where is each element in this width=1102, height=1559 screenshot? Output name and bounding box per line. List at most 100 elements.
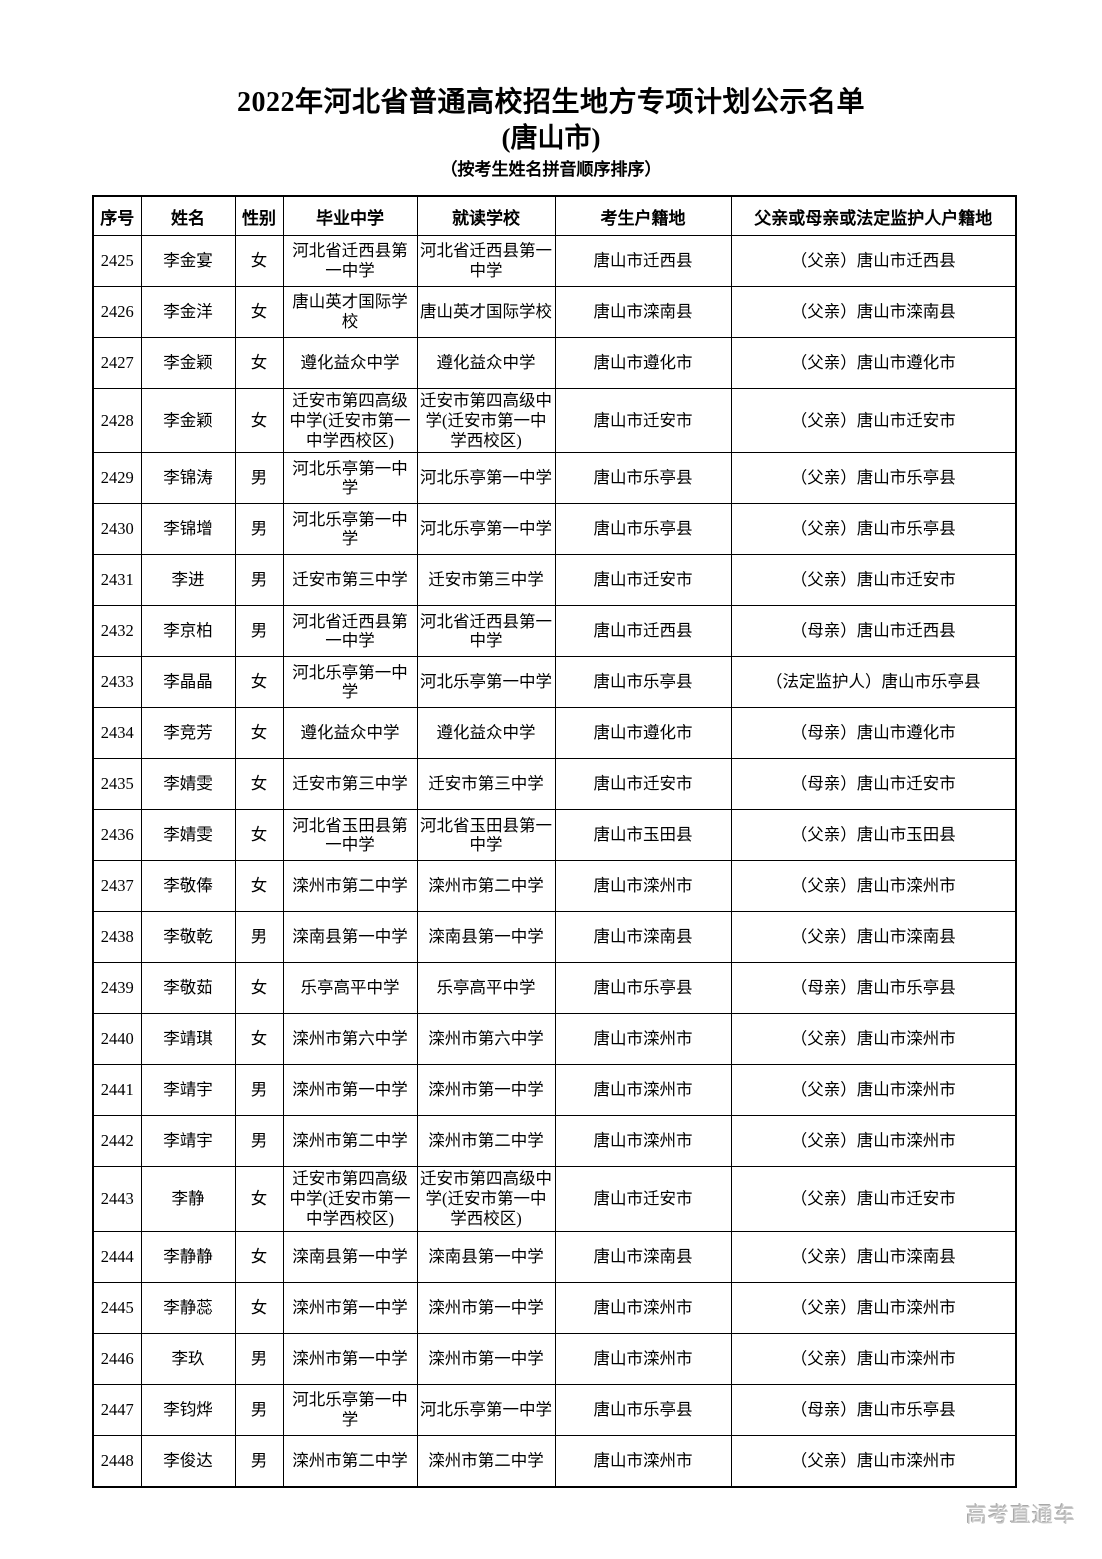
cell-no: 2427	[92, 337, 142, 389]
table-row: 2439 李敬茹女乐亭高平中学 乐亭高平中学 唐山市乐亭县 （母亲）唐山市乐亭县	[92, 962, 1017, 1015]
cell-no: 2434	[92, 707, 142, 760]
cell-candidate_residence: 唐山市滦南县	[554, 911, 732, 964]
cell-attending_school: 滦州市第二中学	[416, 1434, 556, 1488]
cell-no: 2433	[92, 656, 142, 709]
table-row: 2430 李锦增男河北乐亭第一中学 河北乐亭第一中学 唐山市乐亭县 （父亲）唐山市乐亭县	[92, 503, 1017, 556]
cell-guardian_residence: （母亲）唐山市乐亭县	[730, 962, 1017, 1015]
cell-name: 李静静	[140, 1230, 236, 1283]
cell-name: 李玖	[140, 1332, 236, 1385]
cell-attending_school: 河北乐亭第一中学	[416, 452, 556, 505]
cell-candidate_residence: 唐山市滦南县	[554, 1230, 732, 1283]
cell-name: 李靖宇	[140, 1064, 236, 1117]
cell-attending_school: 滦州市第二中学	[416, 860, 556, 913]
cell-no: 2428	[92, 387, 142, 454]
cell-candidate_residence: 唐山市乐亭县	[554, 452, 732, 505]
cell-attending_school: 遵化益众中学	[416, 707, 556, 760]
sort-order-note: （按考生姓名拼音顺序排序）	[440, 160, 662, 180]
cell-gender: 女	[234, 1230, 284, 1283]
table-row: 2440 李靖琪女滦州市第六中学 滦州市第六中学 唐山市滦州市 （父亲）唐山市滦州市	[92, 1013, 1017, 1066]
cell-guardian_residence: （父亲）唐山市滦州市	[730, 1115, 1017, 1168]
cell-candidate_residence: 唐山市滦州市	[554, 1332, 732, 1385]
cell-guardian_residence: （母亲）唐山市乐亭县	[730, 1383, 1017, 1436]
cell-no: 2447	[92, 1383, 142, 1436]
cell-graduation_school: 滦州市第一中学	[282, 1281, 418, 1334]
table-row: 2447 李钧烨男河北乐亭第一中学 河北乐亭第一中学 唐山市乐亭县 （母亲）唐山市乐亭县	[92, 1383, 1017, 1436]
cell-guardian_residence: （法定监护人）唐山市乐亭县	[730, 656, 1017, 709]
cell-graduation_school: 迁安市第四高级中学(迁安市第一中学西校区)	[282, 387, 418, 454]
table-row: 2444 李静静女滦南县第一中学 滦南县第一中学 唐山市滦南县 （父亲）唐山市滦南县	[92, 1230, 1017, 1283]
cell-candidate_residence: 唐山市迁西县	[554, 235, 732, 287]
cell-no: 2436	[92, 809, 142, 862]
cell-gender: 女	[234, 809, 284, 862]
cell-no: 2426	[92, 286, 142, 338]
cell-graduation_school: 迁安市第三中学	[282, 758, 418, 811]
cell-candidate_residence: 唐山市迁安市	[554, 554, 732, 607]
cell-gender: 女	[234, 962, 284, 1015]
cell-attending_school: 河北省迁西县第一中学	[416, 235, 556, 287]
table-row: 2438 李敬乾男滦南县第一中学 滦南县第一中学 唐山市滦南县 （父亲）唐山市滦南县	[92, 911, 1017, 964]
cell-guardian_residence: （父亲）唐山市迁安市	[730, 387, 1017, 454]
cell-no: 2440	[92, 1013, 142, 1066]
cell-graduation_school: 河北省迁西县第一中学	[282, 605, 418, 658]
column-header-gender: 性别	[234, 195, 284, 236]
cell-attending_school: 乐亭高平中学	[416, 962, 556, 1015]
cell-attending_school: 河北省迁西县第一中学	[416, 605, 556, 658]
cell-name: 李敬乾	[140, 911, 236, 964]
table-row: 2445 李静蕊女滦州市第一中学 滦州市第一中学 唐山市滦州市 （父亲）唐山市滦州市	[92, 1281, 1017, 1334]
cell-attending_school: 迁安市第四高级中学(迁安市第一中学西校区)	[416, 387, 556, 454]
table-row: 2428 李金颖女迁安市第四高级中学(迁安市第一中学西校区) 迁安市第四高级中学(迁…	[92, 387, 1017, 454]
cell-candidate_residence: 唐山市乐亭县	[554, 962, 732, 1015]
column-header-graduation_school: 毕业中学	[282, 195, 418, 236]
cell-gender: 女	[234, 387, 284, 454]
cell-graduation_school: 遵化益众中学	[282, 337, 418, 389]
cell-name: 李晶晶	[140, 656, 236, 709]
cell-guardian_residence: （父亲）唐山市滦州市	[730, 1281, 1017, 1334]
cell-graduation_school: 迁安市第四高级中学(迁安市第一中学西校区)	[282, 1166, 418, 1232]
table-row: 2437 李敬俸女滦州市第二中学 滦州市第二中学 唐山市滦州市 （父亲）唐山市滦州市	[92, 860, 1017, 913]
cell-attending_school: 滦州市第一中学	[416, 1064, 556, 1117]
table-row: 2441 李靖宇男滦州市第一中学 滦州市第一中学 唐山市滦州市 （父亲）唐山市滦州市	[92, 1064, 1017, 1117]
cell-candidate_residence: 唐山市滦州市	[554, 860, 732, 913]
cell-name: 李婧雯	[140, 809, 236, 862]
cell-graduation_school: 滦州市第二中学	[282, 1434, 418, 1488]
cell-gender: 女	[234, 1281, 284, 1334]
cell-guardian_residence: （母亲）唐山市遵化市	[730, 707, 1017, 760]
cell-name: 李靖宇	[140, 1115, 236, 1168]
cell-name: 李婧雯	[140, 758, 236, 811]
cell-candidate_residence: 唐山市乐亭县	[554, 503, 732, 556]
table-row: 2446 李玖男滦州市第一中学 滦州市第一中学 唐山市滦州市 （父亲）唐山市滦州市	[92, 1332, 1017, 1385]
table-row: 2427 李金颖女遵化益众中学 遵化益众中学 唐山市遵化市 （父亲）唐山市遵化市	[92, 337, 1017, 389]
cell-guardian_residence: （父亲）唐山市滦州市	[730, 1332, 1017, 1385]
cell-candidate_residence: 唐山市滦州市	[554, 1115, 732, 1168]
cell-candidate_residence: 唐山市滦州市	[554, 1434, 732, 1488]
title-block: 2022年河北省普通高校招生地方专项计划公示名单 (唐山市) （按考生姓名拼音顺…	[0, 0, 1102, 181]
cell-gender: 女	[234, 758, 284, 811]
cell-guardian_residence: （母亲）唐山市迁西县	[730, 605, 1017, 658]
cell-gender: 男	[234, 1383, 284, 1436]
cell-attending_school: 河北乐亭第一中学	[416, 1383, 556, 1436]
cell-name: 李俊达	[140, 1434, 236, 1488]
cell-attending_school: 滦州市第六中学	[416, 1013, 556, 1066]
cell-candidate_residence: 唐山市乐亭县	[554, 1383, 732, 1436]
cell-no: 2425	[92, 235, 142, 287]
cell-candidate_residence: 唐山市滦州市	[554, 1281, 732, 1334]
cell-name: 李敬茹	[140, 962, 236, 1015]
cell-graduation_school: 滦州市第二中学	[282, 860, 418, 913]
cell-guardian_residence: （父亲）唐山市滦州市	[730, 1013, 1017, 1066]
cell-guardian_residence: （父亲）唐山市迁安市	[730, 554, 1017, 607]
cell-graduation_school: 滦州市第六中学	[282, 1013, 418, 1066]
cell-attending_school: 迁安市第三中学	[416, 554, 556, 607]
cell-graduation_school: 河北省玉田县第一中学	[282, 809, 418, 862]
table-row: 2436 李婧雯女河北省玉田县第一中学 河北省玉田县第一中学 唐山市玉田县 （父亲）唐山…	[92, 809, 1017, 862]
cell-gender: 男	[234, 554, 284, 607]
cell-candidate_residence: 唐山市遵化市	[554, 707, 732, 760]
cell-name: 李锦涛	[140, 452, 236, 505]
cell-candidate_residence: 唐山市滦州市	[554, 1064, 732, 1117]
cell-gender: 女	[234, 707, 284, 760]
cell-no: 2439	[92, 962, 142, 1015]
cell-graduation_school: 河北乐亭第一中学	[282, 452, 418, 505]
cell-candidate_residence: 唐山市乐亭县	[554, 656, 732, 709]
cell-no: 2445	[92, 1281, 142, 1334]
table-row: 2431 李进男迁安市第三中学 迁安市第三中学 唐山市迁安市 （父亲）唐山市迁安市	[92, 554, 1017, 607]
students-table: 序号 姓名 性别 毕业中学 就读学校 考生户籍地 父亲或母亲或法定监护人户籍地 2425 李金…	[92, 195, 1017, 1488]
